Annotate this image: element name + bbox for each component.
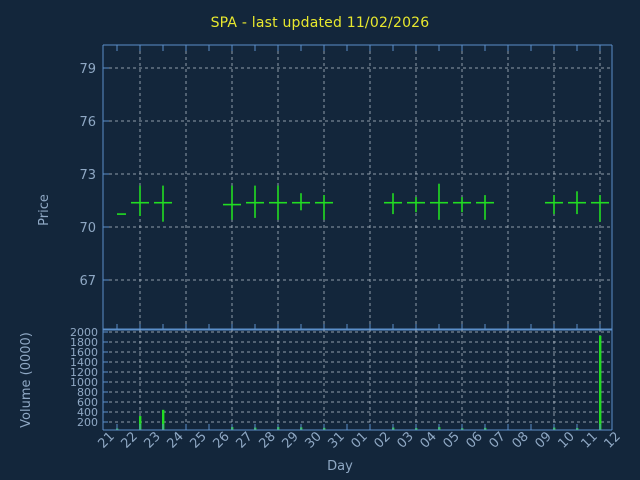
ohlc-bar	[476, 195, 494, 220]
price-axis-title: Price	[37, 194, 52, 226]
price-panel: 79 76 73 70 67 Price	[37, 44, 613, 331]
ohlc-bar	[591, 195, 609, 222]
volume-tick-label: 1000	[70, 376, 98, 389]
ohlc-bar	[430, 183, 448, 220]
ohlc-bar	[223, 185, 241, 220]
ohlc-bar	[545, 195, 563, 215]
volume-panel-frame	[102, 328, 613, 431]
price-tick-67: 67	[79, 274, 96, 289]
price-tick-labels: 79 76 73 70 67	[79, 62, 96, 289]
volume-tick-label: 1400	[70, 356, 98, 369]
day-tick-label: 09	[533, 429, 555, 451]
day-tick-label: 08	[510, 429, 532, 451]
day-tick-labels: 21 22 23 24 25 26 27 28 29 30 31 01 02 03 04 05 06 07 08 09…	[96, 429, 624, 451]
day-tick-label: 28	[257, 429, 279, 451]
price-panel-frame	[102, 44, 613, 331]
price-axis-ticks	[103, 67, 109, 281]
price-tick-79: 79	[79, 62, 96, 77]
day-tick-label: 30	[303, 429, 325, 451]
day-tick-label: 06	[464, 429, 486, 451]
volume-tick-label: 200	[77, 416, 98, 429]
ohlc-bar	[269, 185, 287, 220]
price-panel-minor-ticks	[116, 45, 601, 330]
day-tick-label: 21	[96, 429, 118, 451]
volume-panel-minor-ticks	[116, 424, 601, 430]
day-tick-label: 03	[395, 429, 417, 451]
day-tick-label: 27	[234, 429, 256, 451]
ohlc-bar	[154, 185, 172, 222]
day-tick-label: 25	[188, 429, 210, 451]
volume-tick-label: 800	[77, 386, 98, 399]
day-tick-label: 01	[349, 429, 371, 451]
volume-tick-label: 1200	[70, 366, 98, 379]
volume-bar	[139, 416, 142, 430]
price-tick-73: 73	[79, 168, 96, 183]
volume-bar	[599, 335, 602, 430]
volume-tick-label: 1600	[70, 346, 98, 359]
volume-grid-vertical	[139, 329, 601, 430]
ohlc-bar	[292, 193, 310, 211]
volume-bars-group	[116, 335, 602, 430]
day-tick-label: 12	[602, 429, 624, 451]
chart-title: SPA - last updated 11/02/2026	[210, 15, 430, 31]
ohlc-bars-group	[117, 183, 609, 222]
price-grid-vertical	[139, 45, 601, 330]
ohlc-bar	[246, 185, 264, 218]
ohlc-bar	[453, 197, 471, 213]
day-tick-label: 07	[487, 429, 509, 451]
volume-tick-label: 600	[77, 396, 98, 409]
volume-tick-label: 2000	[70, 326, 98, 339]
day-tick-label: 23	[142, 429, 164, 451]
volume-axis-title: Volume (0000)	[19, 332, 34, 428]
price-tick-76: 76	[79, 115, 96, 130]
ohlc-bar	[568, 191, 586, 215]
price-tick-70: 70	[79, 221, 96, 236]
volume-tick-label: 400	[77, 406, 98, 419]
day-axis-title: Day	[327, 459, 353, 474]
day-tick-label: 10	[556, 429, 578, 451]
volume-grid-horizontal	[103, 331, 612, 423]
ohlc-bar	[131, 185, 149, 216]
ohlc-bar	[407, 197, 425, 213]
ohlc-bar	[315, 195, 333, 220]
day-tick-label: 22	[119, 429, 141, 451]
volume-tick-label: 1800	[70, 336, 98, 349]
ohlc-bar	[384, 193, 402, 215]
day-tick-label: 29	[280, 429, 302, 451]
price-grid-horizontal	[103, 67, 612, 281]
volume-bar	[162, 409, 165, 430]
day-tick-label: 02	[372, 429, 394, 451]
day-tick-label: 04	[418, 429, 440, 451]
day-tick-label: 24	[165, 429, 187, 451]
day-tick-label: 05	[441, 429, 463, 451]
day-tick-label: 26	[211, 429, 233, 451]
volume-axis-ticks	[103, 331, 108, 423]
day-tick-label: 11	[579, 429, 601, 451]
day-tick-label: 31	[326, 429, 348, 451]
